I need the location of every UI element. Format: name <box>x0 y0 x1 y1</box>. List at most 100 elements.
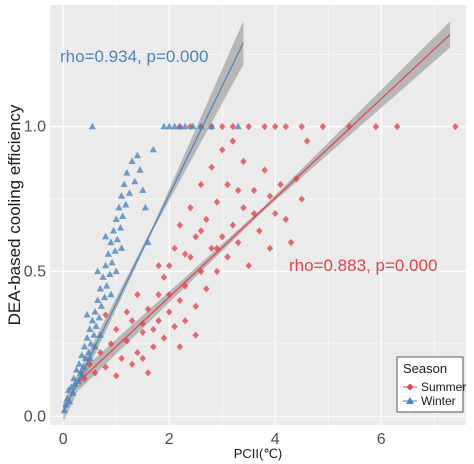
point-winter <box>208 122 216 130</box>
point-winter <box>90 331 98 338</box>
legend-winter-label: Winter <box>421 394 456 408</box>
point-summer <box>139 320 146 328</box>
point-summer <box>224 253 231 261</box>
point-summer <box>134 291 141 299</box>
confidence-band-winter <box>63 20 244 423</box>
point-winter <box>115 203 123 211</box>
point-winter <box>88 316 96 324</box>
point-summer <box>139 328 146 336</box>
point-summer <box>102 363 109 371</box>
point-summer <box>176 296 184 305</box>
x-tick-labels: 0 2 4 6 <box>59 431 386 448</box>
point-summer <box>123 308 131 316</box>
point-winter <box>176 122 184 130</box>
point-summer <box>192 302 199 310</box>
point-winter <box>94 267 102 275</box>
point-summer <box>181 250 189 258</box>
point-summer <box>171 322 178 331</box>
point-summer <box>245 262 252 270</box>
point-summer <box>192 331 199 339</box>
point-summer <box>303 137 311 145</box>
point-winter <box>94 296 102 304</box>
point-winter <box>85 348 93 356</box>
point-summer <box>234 238 242 247</box>
grid-lines <box>50 5 466 425</box>
point-summer <box>240 204 247 212</box>
point-summer <box>155 291 162 299</box>
point-summer <box>219 146 226 154</box>
point-summer <box>144 369 152 377</box>
point-winter <box>181 122 189 130</box>
point-winter <box>102 261 110 269</box>
point-winter <box>144 238 152 246</box>
point-winter <box>95 313 103 321</box>
point-winter <box>91 308 99 315</box>
point-summer <box>123 337 131 345</box>
legend-title: Season <box>403 361 447 376</box>
point-summer <box>277 180 284 189</box>
point-summer <box>372 123 380 131</box>
point-summer <box>181 317 189 325</box>
point-winter <box>128 157 136 165</box>
point-winter <box>116 224 125 231</box>
point-summer <box>287 238 295 247</box>
point-winter <box>78 351 86 359</box>
point-winter <box>133 151 142 159</box>
point-winter <box>141 203 149 211</box>
point-summer <box>234 186 242 194</box>
point-winter <box>160 122 168 130</box>
point-summer <box>256 227 263 235</box>
point-winter <box>103 281 111 289</box>
point-summer <box>155 317 162 325</box>
point-winter <box>100 293 109 301</box>
point-summer <box>298 195 305 203</box>
point-summer <box>219 123 226 131</box>
point-summer <box>229 137 237 145</box>
point-winter <box>62 400 70 408</box>
point-winter <box>149 145 157 153</box>
point-winter <box>102 232 110 240</box>
point-summer <box>86 360 93 368</box>
point-winter <box>96 284 104 292</box>
point-summer <box>261 123 268 131</box>
point-winter <box>75 360 83 367</box>
confidence-band-summer <box>79 21 451 390</box>
point-summer <box>171 244 178 252</box>
point-summer <box>261 166 268 174</box>
point-summer <box>134 348 141 357</box>
point-summer <box>97 348 104 357</box>
point-winter <box>107 290 115 298</box>
point-summer <box>160 334 168 342</box>
point-summer <box>266 244 274 252</box>
point-summer <box>150 343 157 351</box>
point-summer <box>272 209 279 218</box>
point-winter <box>234 122 242 130</box>
point-summer <box>203 285 210 293</box>
point-summer <box>229 123 237 131</box>
point-winter <box>113 235 121 243</box>
point-summer <box>250 209 258 218</box>
point-summer <box>113 325 120 334</box>
point-winter <box>131 177 139 185</box>
point-winter <box>139 186 147 193</box>
x-tick-label: 2 <box>165 431 174 448</box>
point-winter <box>108 258 116 266</box>
point-winter <box>117 244 126 251</box>
point-winter <box>96 331 104 338</box>
point-summer <box>250 186 258 194</box>
point-winter <box>117 192 126 199</box>
point-summer <box>282 215 290 223</box>
point-winter <box>106 270 114 277</box>
point-summer <box>319 123 327 131</box>
point-winter <box>119 212 127 220</box>
point-summer <box>128 360 136 368</box>
legend-winter-triangle-icon <box>406 397 414 404</box>
point-summer <box>144 305 152 313</box>
point-winter <box>136 166 144 173</box>
x-axis-title: PCII(℃) <box>234 446 283 461</box>
x-tick-label: 0 <box>59 431 68 448</box>
point-winter <box>87 339 95 347</box>
point-winter <box>99 273 107 280</box>
point-winter <box>70 374 78 382</box>
